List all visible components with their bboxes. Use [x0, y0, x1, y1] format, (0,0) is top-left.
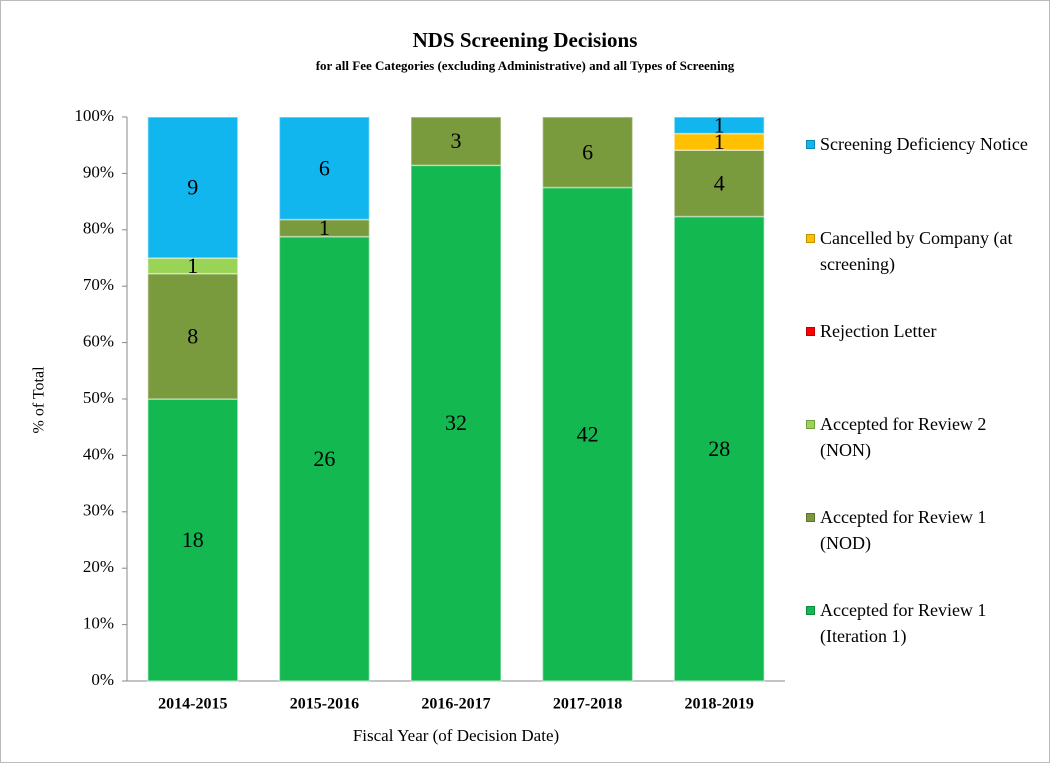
data-label: 32: [445, 410, 467, 435]
x-tick-label: 2015-2016: [290, 696, 359, 713]
legend-label: Accepted for Review 1 (NOD): [820, 507, 987, 553]
legend-label: Rejection Letter: [820, 321, 937, 341]
legend-item: Rejection Letter: [806, 318, 1046, 344]
x-tick-label: 2016-2017: [421, 696, 490, 713]
data-label: 4: [714, 170, 725, 195]
y-tick-label: 0%: [91, 670, 114, 689]
y-tick-label: 100%: [74, 106, 114, 125]
bar-segment: [673, 215, 765, 682]
y-tick-label: 80%: [83, 219, 114, 238]
chart-title: NDS Screening Decisions: [413, 28, 638, 52]
bar-segment: [147, 116, 239, 259]
bar-segment: [147, 272, 239, 400]
legend-swatch: [806, 140, 815, 149]
legend-label: Screening Deficiency Notice: [820, 134, 1028, 154]
chart-subtitle: for all Fee Categories (excluding Admini…: [316, 58, 735, 73]
bar-segment: [541, 186, 634, 682]
y-axis-label: % of Total: [31, 366, 48, 434]
legend-label: Cancelled by Company (at screening): [820, 228, 1013, 274]
bar-segment: [410, 164, 502, 682]
legend-item: Cancelled by Company (at screening): [806, 225, 1046, 277]
data-label: 3: [451, 128, 462, 153]
legend-label: Accepted for Review 2 (NON): [820, 414, 987, 460]
y-tick-label: 20%: [83, 557, 114, 576]
data-label: 1: [187, 253, 198, 278]
y-tick-label: 30%: [83, 501, 114, 520]
y-tick-label: 10%: [83, 614, 114, 633]
y-tick-label: 50%: [83, 388, 114, 407]
legend-item: Accepted for Review 1 (Iteration 1): [806, 597, 1046, 649]
bar-segment: [147, 398, 239, 682]
y-tick-label: 70%: [83, 275, 114, 294]
y-tick-label: 40%: [83, 444, 114, 463]
x-tick-label: 2017-2018: [553, 696, 622, 713]
data-label: 42: [577, 421, 599, 446]
bar-segment: [673, 116, 765, 135]
data-label: 26: [313, 446, 335, 471]
data-label: 28: [708, 436, 730, 461]
x-tick-label: 2014-2015: [158, 696, 227, 713]
bar-segment: [410, 116, 502, 167]
legend-item: Accepted for Review 2 (NON): [806, 411, 1046, 463]
data-label: 6: [582, 139, 593, 164]
bar-segment: [673, 149, 765, 218]
y-tick-label: 90%: [83, 162, 114, 181]
legend-item: Accepted for Review 1 (NOD): [806, 504, 1046, 556]
data-label: 8: [187, 323, 198, 348]
y-tick-label: 60%: [83, 332, 114, 351]
data-label: 6: [319, 155, 330, 180]
data-label: 9: [187, 175, 198, 200]
data-label: 1: [319, 215, 330, 240]
legend-swatch: [806, 420, 815, 429]
legend-item: Screening Deficiency Notice: [806, 131, 1046, 157]
data-label: 1: [714, 112, 725, 137]
x-axis-label: Fiscal Year (of Decision Date): [353, 726, 559, 745]
legend-label: Accepted for Review 1 (Iteration 1): [820, 600, 987, 646]
bar-segment: [278, 235, 371, 682]
data-label: 18: [182, 527, 204, 552]
x-tick-label: 2018-2019: [685, 696, 754, 713]
legend-swatch: [806, 234, 815, 243]
legend-swatch: [806, 606, 815, 615]
legend-swatch: [806, 513, 815, 522]
data-label: 1: [714, 129, 725, 154]
bar-segment: [541, 116, 634, 189]
legend-swatch: [806, 327, 815, 336]
bar-segment: [278, 116, 371, 221]
